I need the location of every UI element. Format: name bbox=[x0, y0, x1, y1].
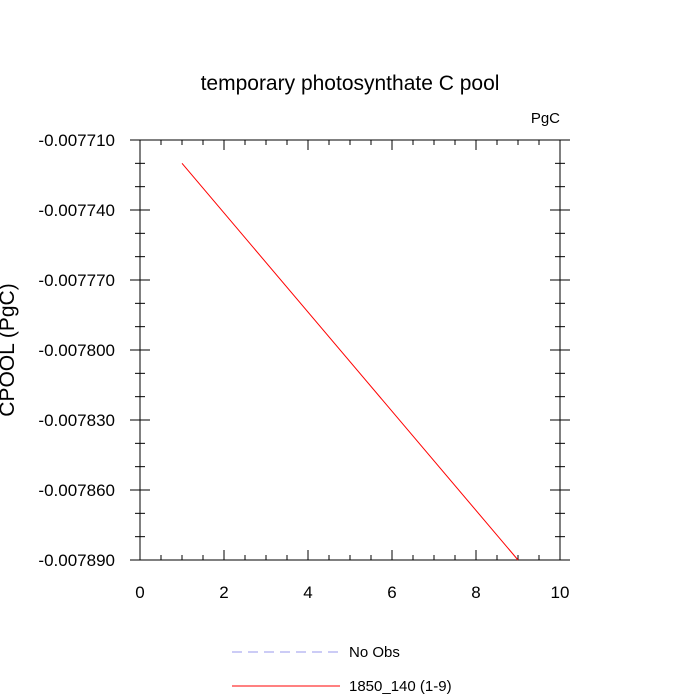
series-line bbox=[181, 163, 519, 561]
x-tick-label: 6 bbox=[387, 583, 396, 602]
plot-frame bbox=[139, 139, 561, 561]
y-tick-label: -0.007830 bbox=[38, 411, 115, 430]
y-axis-label: CPOOL (PgC) bbox=[0, 283, 19, 416]
series-layer bbox=[181, 163, 519, 561]
legend-label: 1850_140 (1-9) bbox=[349, 678, 452, 695]
y-tick-label: -0.007770 bbox=[38, 271, 115, 290]
y-tick-label: -0.007800 bbox=[38, 341, 115, 360]
legend-label: No Obs bbox=[349, 644, 400, 661]
y-tick-label: -0.007710 bbox=[38, 131, 115, 150]
x-tick-label: 8 bbox=[471, 583, 480, 602]
legend: No Obs 1850_140 (1-9) bbox=[232, 644, 452, 695]
units-label: PgC bbox=[531, 110, 560, 127]
chart-title: temporary photosynthate C pool bbox=[201, 72, 500, 95]
x-tick-label: 0 bbox=[135, 583, 144, 602]
x-tick-label: 2 bbox=[219, 583, 228, 602]
x-tick-label: 4 bbox=[303, 583, 312, 602]
y-tick-label: -0.007740 bbox=[38, 201, 115, 220]
y-tick-label: -0.007860 bbox=[38, 481, 115, 500]
axis-ticks: 0 2 4 6 8 10 -0.007710 -0.007740 -0.007770 -0.007… bbox=[38, 131, 570, 602]
y-tick-label: -0.007890 bbox=[38, 551, 115, 570]
x-tick-label: 10 bbox=[551, 583, 570, 602]
